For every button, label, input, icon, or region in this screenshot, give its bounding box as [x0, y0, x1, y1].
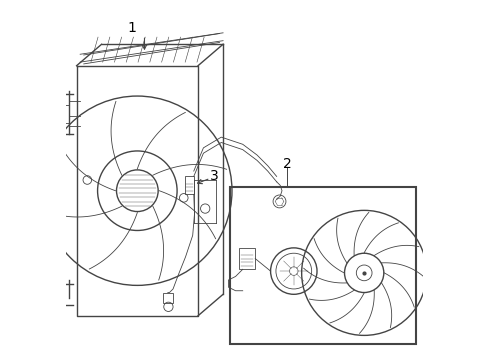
Text: 1: 1 [127, 21, 136, 35]
Bar [163, 293, 173, 303]
Text: 3: 3 [209, 170, 218, 184]
Bar [230, 187, 415, 344]
Bar [61, 105, 69, 123]
Bar [239, 248, 255, 269]
Text: 2: 2 [283, 157, 291, 171]
Bar [184, 176, 193, 194]
